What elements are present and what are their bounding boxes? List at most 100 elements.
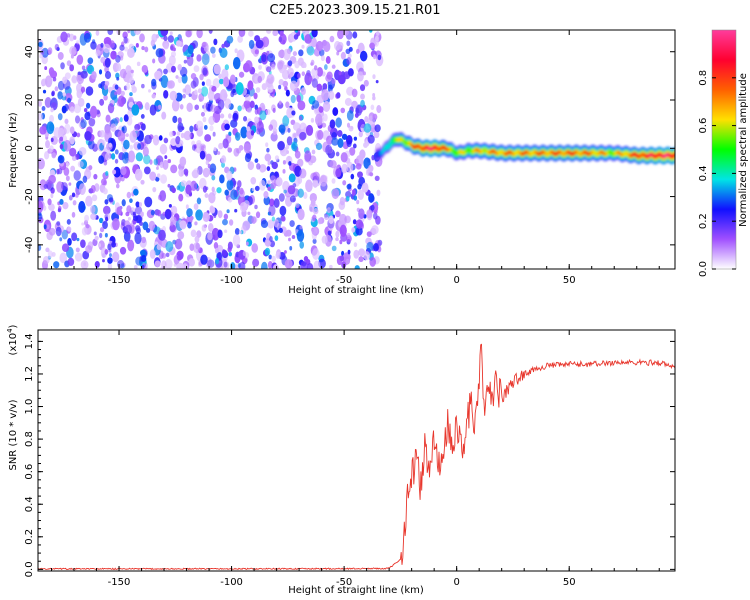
noise-speckle (270, 132, 278, 142)
noise-speckle (110, 123, 117, 132)
signal-trace-segment (589, 151, 592, 156)
noise-speckle (169, 224, 176, 233)
noise-speckle (56, 221, 61, 226)
noise-speckle (300, 260, 308, 269)
y-tick-label: 0.6 (24, 464, 35, 480)
signal-trace-segment (431, 146, 434, 151)
noise-speckle (373, 209, 378, 214)
noise-speckle (329, 35, 335, 43)
noise-speckle (177, 64, 182, 71)
signal-trace-segment (516, 150, 519, 155)
noise-speckle (53, 127, 61, 139)
noise-speckle (308, 76, 313, 82)
noise-speckle (274, 235, 279, 241)
noise-speckle (284, 259, 293, 269)
noise-speckle (66, 219, 71, 225)
signal-trace-segment (389, 142, 392, 146)
noise-speckle (42, 205, 47, 211)
noise-speckle (84, 111, 91, 121)
noise-speckle (154, 70, 162, 80)
signal-trace-segment (528, 151, 531, 156)
noise-speckle (322, 41, 331, 53)
noise-speckle (154, 260, 161, 268)
colorbar-tick-label: 0.0 (698, 261, 709, 277)
noise-speckle (291, 234, 296, 239)
noise-speckle (185, 30, 192, 38)
signal-trace-segment (518, 151, 521, 155)
signal-trace-segment (614, 151, 617, 156)
noise-speckle (296, 94, 301, 103)
noise-speckle (221, 162, 225, 168)
noise-speckle (173, 47, 176, 52)
colorbar-tick-label: 0.2 (698, 213, 709, 229)
noise-speckle (119, 117, 123, 123)
signal-trace-segment (583, 150, 586, 155)
noise-speckle (94, 260, 100, 268)
colorbar-tick-label: 0.8 (698, 70, 709, 86)
x-tick-label: -100 (220, 275, 243, 286)
noise-speckle (69, 126, 75, 134)
noise-speckle (367, 134, 375, 144)
noise-speckle (316, 83, 323, 92)
noise-speckle (337, 30, 344, 40)
noise-speckle (150, 209, 155, 216)
noise-speckle (163, 35, 168, 42)
noise-speckle (80, 239, 86, 248)
noise-speckle (144, 166, 151, 175)
noise-speckle (62, 201, 69, 210)
noise-speckle (344, 97, 352, 106)
signal-trace-segment (610, 151, 613, 155)
noise-speckle (199, 150, 206, 160)
signal-trace-segment (576, 150, 580, 155)
noise-speckle (156, 244, 162, 251)
noise-speckle (59, 136, 64, 142)
noise-speckle (85, 86, 94, 96)
noise-speckle (363, 123, 372, 133)
noise-speckle (232, 112, 238, 120)
signal-trace-segment (591, 150, 594, 155)
noise-speckle (135, 201, 140, 208)
noise-speckle (120, 166, 127, 176)
noise-speckle (116, 206, 122, 216)
noise-speckle (126, 70, 132, 79)
noise-speckle (355, 219, 364, 229)
noise-speckle (205, 78, 212, 87)
noise-speckle (123, 139, 130, 150)
noise-speckle (77, 71, 81, 76)
signal-trace-segment (476, 148, 480, 153)
signal-trace-segment (499, 150, 503, 154)
colorbar-ticks: 0.0 0.2 0.4 0.6 0.8 (698, 70, 736, 277)
noise-speckle (78, 200, 86, 213)
signal-trace-segment (490, 149, 493, 154)
noise-speckle (110, 50, 117, 60)
noise-speckle (103, 43, 111, 54)
svg-text:(x104): (x104) (6, 324, 19, 355)
signal-trace-segment (487, 150, 490, 155)
signal-trace-segment (517, 150, 520, 155)
noise-speckle (51, 91, 55, 97)
noise-speckle (129, 144, 134, 150)
noise-speckle (305, 179, 313, 193)
signal-trace-segment (463, 150, 466, 155)
noise-speckle (298, 115, 303, 121)
noise-speckle (358, 248, 365, 257)
noise-speckle (369, 172, 374, 177)
noise-speckle (179, 66, 188, 77)
noise-speckle (44, 151, 50, 160)
noise-speckle (340, 152, 348, 163)
noise-speckle (281, 216, 286, 222)
noise-speckle (226, 35, 234, 44)
noise-speckle (98, 243, 102, 248)
signal-trace-segment (447, 147, 450, 152)
noise-speckle (335, 210, 341, 218)
signal-trace-segment (509, 150, 512, 155)
noise-speckle (161, 260, 167, 269)
noise-speckle (149, 249, 156, 259)
noise-speckle (67, 226, 72, 232)
noise-speckle (190, 80, 197, 89)
noise-speckle (267, 180, 271, 185)
noise-speckle (93, 231, 97, 236)
noise-speckle (169, 31, 173, 36)
noise-speckle (261, 261, 268, 269)
noise-speckle (339, 255, 345, 262)
